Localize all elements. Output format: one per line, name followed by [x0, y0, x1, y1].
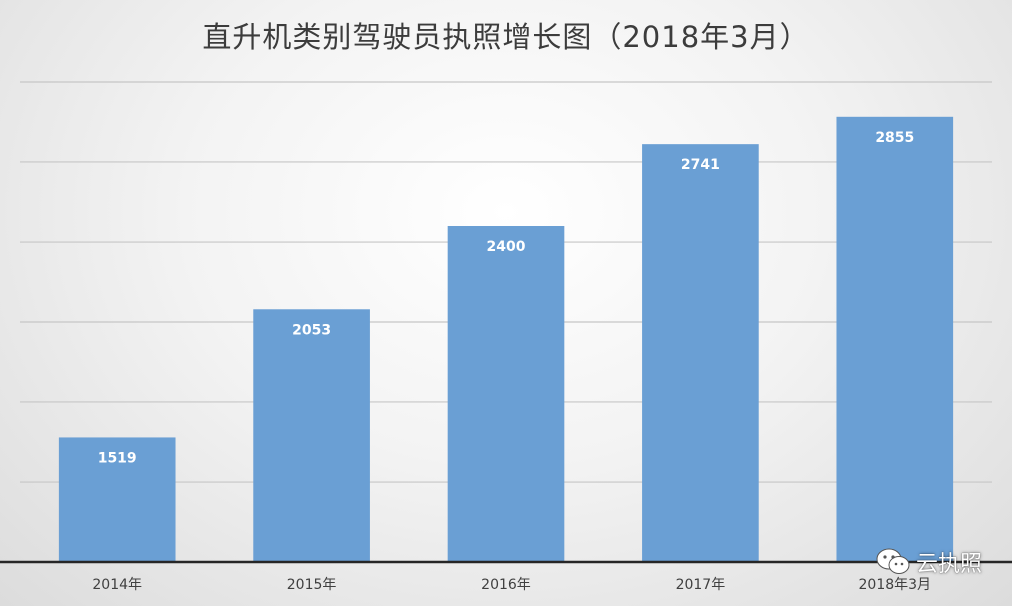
bar: [836, 116, 954, 563]
data-label: 2741: [681, 157, 720, 173]
x-tick-label: 2014年: [92, 577, 142, 593]
bar: [58, 437, 176, 562]
bar: [642, 144, 759, 562]
watermark-text: 云执照: [915, 552, 982, 577]
data-label: 2855: [875, 130, 914, 146]
data-label: 2053: [292, 322, 331, 338]
x-tick-label: 2018年3月: [859, 577, 932, 593]
chart-title: 直升机类别驾驶员执照增长图（2018年3月）: [202, 20, 810, 54]
wechat-icon: [876, 548, 910, 574]
x-tick-label: 2017年: [676, 577, 726, 593]
x-tick-label: 2016年: [481, 577, 531, 593]
bar: [447, 226, 565, 562]
data-label: 1519: [98, 450, 137, 466]
bar: [253, 309, 370, 562]
x-tick-label: 2015年: [287, 577, 337, 593]
data-label: 2400: [487, 239, 526, 255]
watermark: 云执照: [876, 546, 982, 578]
